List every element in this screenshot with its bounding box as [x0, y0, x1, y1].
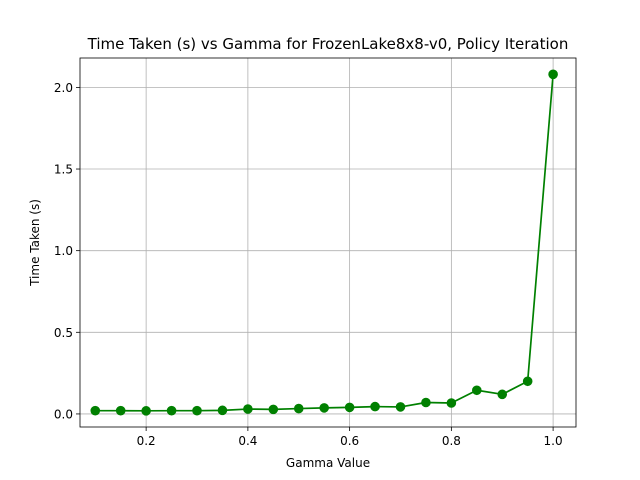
series-layer: [90, 69, 558, 416]
plot-area: 0.2 0.4 0.6 0.8 1.0 0.0 0.5 1.0 1.5 2.0: [54, 57, 577, 448]
data-point: [319, 403, 329, 413]
x-tick-label: 0.8: [442, 434, 461, 448]
data-point: [115, 405, 126, 416]
x-tick-label: 1.0: [544, 434, 563, 448]
data-point: [522, 376, 533, 387]
y-tick-label: 0.5: [54, 326, 73, 340]
data-point: [395, 402, 406, 412]
x-tick-label: 0.2: [137, 434, 156, 448]
data-point: [497, 389, 508, 400]
x-tick-label: 0.6: [340, 434, 359, 448]
y-axis-label: Time Taken (s): [28, 199, 42, 287]
grid: [80, 58, 576, 427]
ticks: 0.2 0.4 0.6 0.8 1.0 0.0 0.5 1.0 1.5 2.0: [54, 81, 563, 448]
data-point: [472, 385, 482, 396]
x-axis-label: Gamma Value: [286, 456, 370, 470]
y-tick-label: 2.0: [54, 81, 73, 95]
y-tick-label: 1.5: [54, 163, 73, 177]
axes-frame: [79, 57, 577, 428]
data-point: [192, 405, 202, 416]
data-point: [293, 403, 304, 414]
axes-background: [80, 58, 576, 427]
data-point: [90, 405, 101, 416]
data-point: [446, 398, 457, 408]
data-point: [370, 401, 380, 412]
y-tick-label: 0.0: [54, 407, 73, 421]
data-point: [548, 69, 558, 80]
data-point: [243, 404, 253, 414]
y-tick-label: 1.0: [54, 244, 73, 258]
chart-title: Time Taken (s) vs Gamma for FrozenLake8x…: [87, 35, 569, 53]
data-point: [344, 402, 355, 413]
data-point: [166, 405, 177, 416]
data-point: [268, 404, 279, 415]
data-point: [141, 406, 151, 416]
data-point: [421, 397, 431, 408]
x-tick-label: 0.4: [238, 434, 257, 448]
data-point: [217, 405, 228, 416]
